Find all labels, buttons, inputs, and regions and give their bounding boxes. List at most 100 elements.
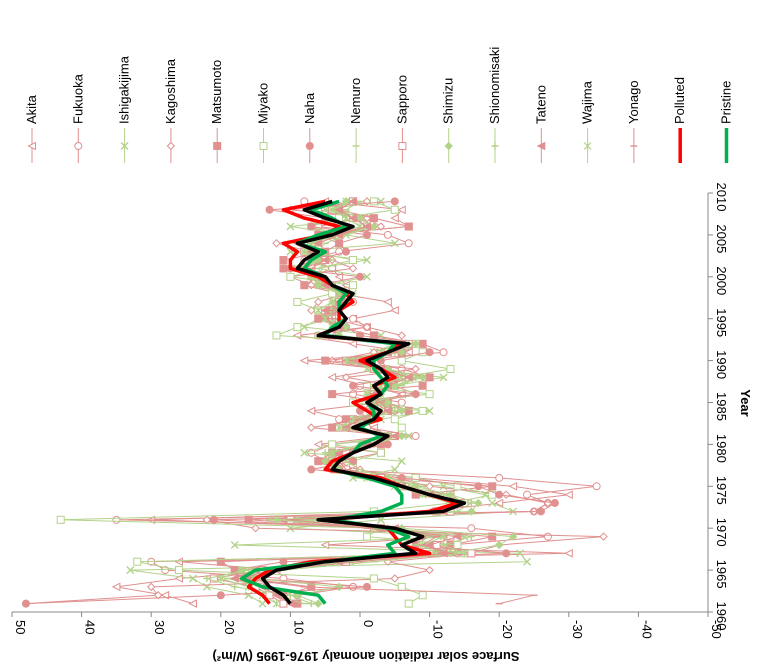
y-tick-label: -10 bbox=[431, 620, 446, 639]
point-shionomisaki bbox=[321, 449, 329, 457]
point-shimizu bbox=[418, 373, 427, 382]
point-naha bbox=[418, 339, 427, 348]
point-wajima bbox=[328, 298, 337, 306]
point-fukuoka bbox=[356, 381, 364, 390]
point-shionomisaki bbox=[453, 507, 461, 515]
point-akita bbox=[494, 498, 504, 508]
point-fukuoka bbox=[523, 490, 532, 499]
point-fukuoka bbox=[397, 398, 406, 407]
point-akita bbox=[348, 339, 358, 349]
legend-marker bbox=[120, 142, 129, 150]
point-sapporo bbox=[467, 549, 476, 558]
point-ishigakijima bbox=[516, 549, 525, 558]
point-fukuoka bbox=[439, 348, 448, 357]
legend-marker bbox=[583, 142, 592, 150]
point-miyako bbox=[404, 599, 413, 608]
point-naha bbox=[383, 440, 392, 449]
x-tick-label: 2010 bbox=[714, 183, 729, 212]
point-miyako bbox=[390, 415, 399, 424]
x-tick-label: 1980 bbox=[714, 434, 729, 463]
point-miyako bbox=[453, 482, 462, 491]
point-shimizu bbox=[474, 498, 483, 508]
point-ishigakijima bbox=[258, 599, 267, 608]
point-miyako bbox=[397, 356, 406, 365]
legend-label: Ishigakijima bbox=[117, 55, 132, 124]
point-wajima bbox=[300, 247, 309, 256]
point-miyako bbox=[376, 448, 385, 457]
point-akita bbox=[306, 406, 316, 416]
x-tick-label: 1995 bbox=[714, 308, 729, 337]
y-tick-label: 40 bbox=[83, 620, 98, 634]
point-akita bbox=[390, 306, 399, 315]
point-naha bbox=[279, 557, 288, 566]
point-ishigakijima bbox=[439, 373, 448, 382]
point-shionomisaki bbox=[391, 407, 399, 415]
point-wajima bbox=[216, 574, 225, 583]
point-naha bbox=[216, 591, 225, 600]
legend-marker bbox=[27, 141, 36, 151]
point-fukuoka bbox=[349, 314, 358, 323]
point-naha bbox=[550, 499, 559, 508]
point-naha bbox=[495, 490, 504, 499]
point-akita bbox=[292, 331, 302, 340]
point-miyako bbox=[328, 440, 337, 449]
point-shionomisaki bbox=[467, 533, 475, 541]
point-fukuoka bbox=[112, 515, 121, 524]
point-kagoshima bbox=[397, 331, 406, 340]
point-miyako bbox=[349, 281, 358, 290]
legend: Akita Fukuoka Ishigakijima Kagoshima Matsumo… bbox=[24, 47, 734, 163]
point-kagoshima bbox=[307, 423, 316, 432]
point-naha bbox=[356, 272, 364, 281]
point-naha bbox=[474, 482, 483, 491]
point-wajima bbox=[321, 314, 330, 323]
point-miyako bbox=[411, 473, 420, 482]
point-naha bbox=[265, 205, 274, 214]
legend-item-miyako: Miyako bbox=[256, 83, 271, 163]
point-akita bbox=[320, 540, 330, 550]
point-miyako bbox=[453, 540, 462, 549]
point-kagoshima bbox=[146, 582, 156, 592]
point-naha bbox=[307, 465, 316, 474]
point-wajima bbox=[335, 423, 344, 432]
point-miyako bbox=[293, 297, 302, 306]
point-miyako bbox=[175, 566, 184, 575]
y-tick-label: 50 bbox=[13, 620, 28, 634]
legend-marker bbox=[213, 142, 222, 150]
point-miyako bbox=[397, 423, 406, 432]
x-tick-label: 1970 bbox=[714, 518, 729, 547]
point-ishigakijima bbox=[126, 566, 135, 575]
legend-label: Pristine bbox=[719, 81, 734, 124]
x-tick-label: 2005 bbox=[714, 224, 729, 253]
point-wajima bbox=[439, 532, 448, 541]
point-akita bbox=[111, 582, 121, 592]
point-naha bbox=[342, 247, 351, 256]
legend-item-wajima: Wajima bbox=[580, 80, 595, 163]
point-shionomisaki bbox=[460, 549, 468, 557]
point-shimizu bbox=[355, 213, 365, 223]
point-naha bbox=[21, 599, 30, 608]
series-line-polluted bbox=[246, 199, 460, 605]
point-matsumoto bbox=[488, 482, 497, 491]
legend-label: Wajima bbox=[580, 80, 595, 124]
point-matsumoto bbox=[369, 214, 378, 223]
legend-item-shionomisaki: Shionomisaki bbox=[487, 47, 502, 163]
y-tick-label: 30 bbox=[152, 620, 167, 634]
point-naha bbox=[390, 197, 399, 206]
y-axis-title: Surface solar radiation anomaly 1976-199… bbox=[212, 649, 519, 664]
point-shionomisaki bbox=[467, 499, 475, 507]
point-naha bbox=[362, 230, 371, 239]
point-shimizu bbox=[369, 222, 379, 231]
y-tick-label: -20 bbox=[500, 620, 515, 639]
legend-marker bbox=[259, 142, 268, 150]
point-kagoshima bbox=[272, 239, 281, 248]
y-tick-label: 10 bbox=[291, 620, 306, 634]
legend-label: Akita bbox=[24, 94, 39, 124]
point-kagoshima bbox=[376, 222, 386, 231]
point-akita bbox=[299, 356, 309, 365]
point-ishigakijima bbox=[362, 272, 371, 281]
point-miyako bbox=[397, 582, 406, 591]
point-wajima bbox=[314, 306, 323, 315]
point-naha bbox=[536, 507, 545, 516]
point-miyako bbox=[362, 381, 371, 390]
legend-item-ishigakijima: Ishigakijima bbox=[117, 55, 132, 163]
